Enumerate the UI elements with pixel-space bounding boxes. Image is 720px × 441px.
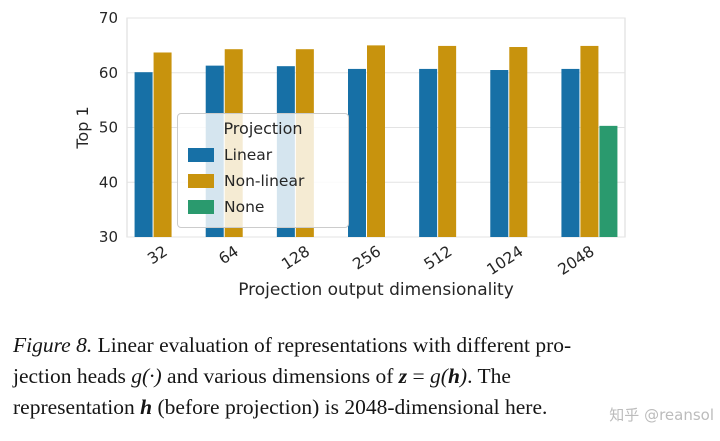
caption-figure-label: Figure 8. xyxy=(13,333,93,357)
caption-text: representation xyxy=(13,395,141,419)
legend-swatch-none xyxy=(188,200,214,214)
caption-math-paren: ) xyxy=(459,364,468,388)
x-tick-label: 2048 xyxy=(555,242,598,279)
bar-Non-linear-32 xyxy=(153,52,172,238)
watermark: 知乎 @reansol xyxy=(609,406,714,424)
caption-math-h2: h xyxy=(140,395,153,419)
bar-Non-linear-512 xyxy=(438,45,457,237)
caption-line-1: Figure 8. Linear evaluation of represent… xyxy=(13,330,708,361)
bar-None-2048 xyxy=(599,125,618,237)
legend-label-nonlinear: Non-linear xyxy=(224,172,305,190)
caption-line-3: representation h (before projection) is … xyxy=(13,392,708,423)
caption-math-g2: g( xyxy=(430,364,448,388)
y-tick-label: 60 xyxy=(99,64,118,82)
bar-Non-linear-2048 xyxy=(580,45,599,237)
bar-Linear-32 xyxy=(134,72,153,237)
y-tick-label: 50 xyxy=(99,119,118,137)
legend-item-nonlinear: Non-linear xyxy=(188,168,338,194)
caption-text: Linear evaluation of representations wit… xyxy=(92,333,572,357)
legend-swatch-linear xyxy=(188,148,214,162)
x-tick-label: 1024 xyxy=(484,242,527,279)
x-tick-label: 64 xyxy=(216,242,242,268)
legend-swatch-nonlinear xyxy=(188,174,214,188)
legend: Projection Linear Non-linear None xyxy=(177,113,349,228)
x-axis-label: Projection output dimensionality xyxy=(238,280,514,300)
figure-caption: Figure 8. Linear evaluation of represent… xyxy=(13,330,708,423)
x-tick-label: 512 xyxy=(421,242,456,273)
caption-math-z: z xyxy=(398,364,408,388)
legend-label-none: None xyxy=(224,198,265,216)
y-axis-label: Top 1 xyxy=(73,106,92,149)
caption-text: (before projection) is 2048-dimensional … xyxy=(152,395,548,419)
bar-Linear-2048 xyxy=(561,68,580,237)
x-tick-label: 32 xyxy=(144,242,170,268)
bar-Linear-1024 xyxy=(490,70,509,237)
caption-line-2: jection heads g(·) and various dimension… xyxy=(13,361,708,392)
bar-Non-linear-1024 xyxy=(509,47,528,237)
bar-Non-linear-256 xyxy=(367,45,385,237)
caption-text: = xyxy=(407,364,431,388)
caption-text: jection heads xyxy=(13,364,132,388)
bar-chart: 30 40 50 60 70 Top 1 32 64 128 256 512 1024 2048 Proj… xyxy=(73,9,626,300)
legend-title: Projection xyxy=(223,119,303,138)
caption-text: . The xyxy=(467,364,511,388)
bar-Linear-512 xyxy=(419,68,438,237)
caption-math-h: h xyxy=(447,364,460,388)
caption-text: and various dimensions of xyxy=(161,364,399,388)
x-tick-label: 128 xyxy=(278,242,313,273)
y-tick-label: 40 xyxy=(99,173,118,191)
legend-label-linear: Linear xyxy=(224,146,273,164)
bar-Linear-256 xyxy=(348,68,366,237)
caption-math-g: g(·) xyxy=(131,364,162,388)
y-tick-label: 30 xyxy=(99,228,118,246)
x-tick-label: 256 xyxy=(350,242,385,273)
legend-item-none: None xyxy=(188,194,338,220)
y-tick-label: 70 xyxy=(99,9,118,27)
legend-item-linear: Linear xyxy=(188,142,338,168)
